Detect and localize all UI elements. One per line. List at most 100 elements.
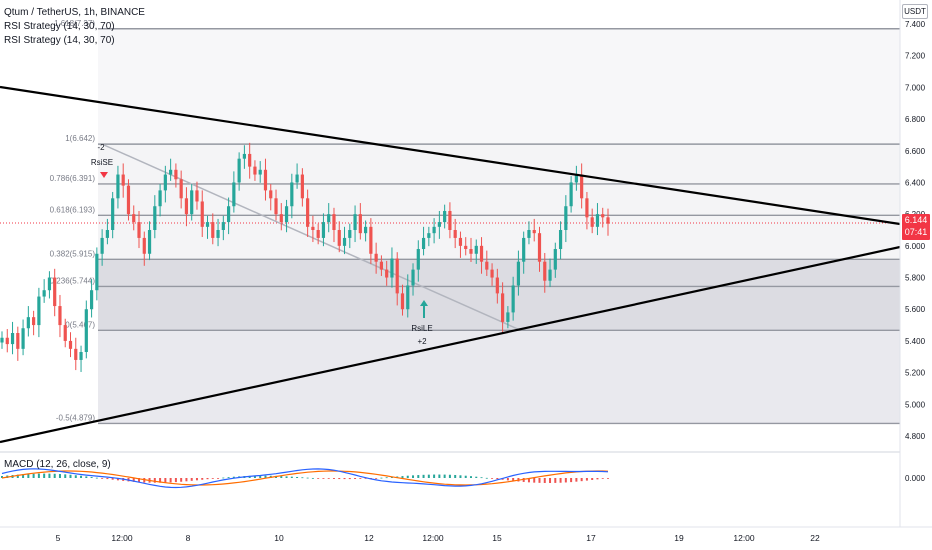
short-signal-label: RsiSE: [91, 158, 113, 167]
trendlines[interactable]: [0, 85, 901, 444]
macd-histogram-bar: [543, 478, 546, 483]
macd-histogram-bar: [80, 475, 83, 478]
candle-body: [295, 174, 299, 183]
candle-body: [400, 293, 405, 310]
last-price-tag: 6.144 07:41: [902, 214, 930, 240]
macd-histogram-bar: [85, 476, 88, 478]
macd-histogram-bar: [554, 478, 557, 483]
candle-body: [58, 306, 62, 326]
macd-histogram-bar: [169, 478, 172, 483]
candle-body: [595, 214, 600, 227]
candle-body: [179, 179, 183, 199]
fib-level-label: -0.5(4.879): [56, 413, 95, 422]
macd-histogram-bar: [101, 478, 104, 479]
currency-badge[interactable]: USDT: [902, 4, 928, 19]
candle-body: [443, 210, 447, 223]
macd-histogram-bar: [575, 478, 578, 482]
macd-histogram-bar: [116, 478, 119, 481]
candle-body: [590, 217, 594, 227]
macd-histogram-bar: [401, 476, 404, 478]
candle-body: [184, 198, 189, 215]
candle-body: [74, 348, 78, 360]
macd-histogram-bar: [564, 478, 567, 483]
strategy-label-1[interactable]: RSI Strategy (14, 30, 70): [4, 21, 115, 32]
macd-histogram-bar: [454, 474, 457, 478]
time-tick-label: 12:00: [422, 533, 444, 543]
candle-body: [379, 261, 384, 270]
macd-histogram-bar: [322, 478, 325, 479]
macd-legend[interactable]: MACD (12, 26, close, 9): [4, 459, 111, 470]
price-tick-label: 4.800: [905, 432, 926, 441]
candle-body: [342, 237, 347, 246]
time-axis[interactable]: 5 12:00 8 10 12 12:00 15 17 19 12:00 22: [0, 526, 932, 543]
candle-body: [279, 214, 283, 223]
macd-histogram-bar: [195, 478, 198, 481]
macd-axis-label: 0.000: [905, 474, 926, 483]
time-tick-label: 17: [586, 533, 596, 543]
candle-body: [580, 174, 584, 199]
time-tick-label: 12:00: [111, 533, 133, 543]
candle-body: [390, 258, 394, 278]
fib-zone-lower: [98, 330, 900, 424]
candle-body: [321, 222, 326, 238]
macd-histogram-bar: [438, 474, 441, 478]
candle-body: [485, 261, 489, 270]
macd-histogram-bar: [596, 478, 599, 480]
macd-histogram-bar: [132, 478, 135, 482]
macd-histogram-bar: [443, 474, 446, 478]
candle-body: [311, 226, 315, 230]
candle-body: [5, 337, 9, 345]
macd-histogram-bar: [311, 477, 314, 479]
descending-trendline: [0, 85, 901, 226]
macd-histogram-bar: [343, 478, 346, 480]
candle-body: [21, 328, 25, 349]
macd-signal-line: [1, 470, 609, 486]
candle-body: [501, 293, 505, 322]
macd-histogram-bar: [422, 474, 425, 478]
candle-body: [84, 309, 88, 353]
candle-body: [527, 230, 531, 238]
macd-histogram-bar: [533, 478, 536, 483]
price-tick-label: 5.000: [905, 400, 926, 409]
candle-body: [437, 222, 441, 227]
candle-body: [68, 340, 73, 349]
candle-body: [300, 174, 304, 199]
candle-body: [511, 285, 515, 313]
candle-body: [479, 245, 484, 262]
candle-body: [474, 245, 478, 254]
candle-body: [606, 217, 610, 224]
macd-histogram-bar: [69, 474, 72, 478]
fib-zone-top: [98, 28, 900, 145]
macd-histogram-bar: [296, 476, 299, 478]
macd-histogram-bar: [348, 478, 351, 480]
candle-body: [548, 269, 552, 281]
candle-body: [453, 230, 457, 238]
strategy-label-2[interactable]: RSI Strategy (14, 30, 70): [4, 35, 115, 46]
macd-histogram-bar: [549, 478, 552, 483]
price-tick-label: 5.600: [905, 305, 926, 314]
macd-histogram-bar: [512, 478, 515, 481]
macd-histogram-bar: [206, 478, 209, 480]
symbol-title[interactable]: Qtum / TetherUS, 1h, BINANCE: [4, 7, 145, 18]
macd-histogram-bar: [380, 477, 383, 479]
fib-level-label: 0.786(6.391): [50, 174, 96, 183]
macd-line: [1, 468, 609, 489]
candle-body: [364, 226, 368, 234]
macd-histogram-bar: [417, 475, 420, 478]
candle-body: [205, 222, 210, 227]
candle-body: [601, 214, 605, 218]
macd-histogram-bar: [459, 475, 462, 478]
macd-histogram-bar: [16, 474, 19, 478]
chart-legend: Qtum / TetherUS, 1h, BINANCE RSI Strateg…: [4, 6, 145, 48]
candle-body: [395, 258, 399, 294]
price-axis[interactable]: 7.4007.2007.0006.8006.6006.4006.2006.000…: [899, 0, 932, 527]
candle-body: [105, 230, 109, 238]
candle-body: [416, 249, 420, 270]
candle-body: [406, 285, 410, 310]
fibonacci-retracement[interactable]: 1(6.642) 0.786(6.391) 0.618(6.193) 0.382(5.…: [0, 19, 900, 425]
macd-histogram-bar: [580, 478, 583, 482]
candle-body: [100, 237, 104, 254]
fib-level-label: 0.618(6.193): [50, 205, 96, 214]
candle-body: [348, 230, 352, 238]
